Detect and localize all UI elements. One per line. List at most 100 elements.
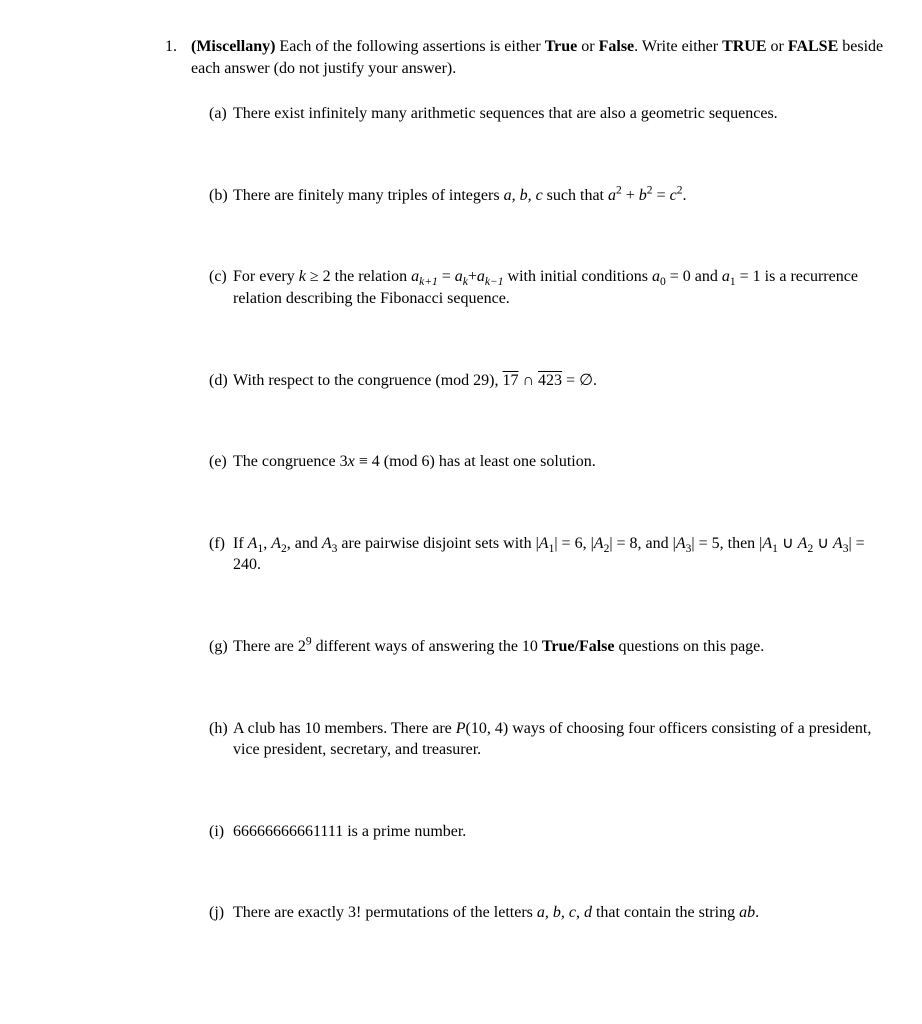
f-t1: If	[233, 535, 248, 552]
intro-text-2: or	[577, 38, 598, 55]
item-c: (c) For every k ≥ 2 the relation ak+1 = …	[209, 266, 892, 309]
item-e-label: (e)	[209, 451, 233, 473]
f-cup2: ∪	[813, 535, 833, 552]
b-c: c	[670, 187, 677, 204]
f-and1: , and	[287, 535, 322, 552]
b-m1: a, b, c	[504, 187, 543, 204]
d-t1: With respect to the congruence (mod 29),	[233, 372, 502, 389]
false-label: False	[599, 38, 635, 55]
b-period: .	[682, 187, 686, 204]
e-3: 3	[340, 453, 348, 470]
item-a-content: There exist infinitely many arithmetic s…	[233, 103, 892, 125]
f-A6: A	[676, 535, 686, 552]
f-A1: A	[248, 535, 258, 552]
c-a1b: a	[722, 268, 730, 285]
true-label: True	[545, 38, 578, 55]
intro-text-1: Each of the following assertions is eith…	[275, 38, 544, 55]
c-eq0: = 0 and	[666, 268, 722, 285]
item-a-label: (a)	[209, 103, 233, 125]
true-upper: TRUE	[722, 38, 766, 55]
item-h: (h) A club has 10 members. There are P(1…	[209, 718, 892, 761]
j-period: .	[755, 904, 759, 921]
false-upper: FALSE	[788, 38, 838, 55]
h-t1: A club has 10 members. There are	[233, 720, 456, 737]
item-b-label: (b)	[209, 185, 233, 207]
item-f: (f) If A1, A2, and A3 are pairwise disjo…	[209, 533, 892, 576]
item-f-label: (f)	[209, 533, 233, 576]
c-k1: k+1	[419, 277, 438, 289]
e-t1: The congruence	[233, 453, 340, 470]
d-n1: 17	[502, 372, 518, 389]
f-A9: A	[833, 535, 843, 552]
item-j-label: (j)	[209, 902, 233, 924]
intro-text-4: or	[767, 38, 788, 55]
item-g: (g) There are 29 different ways of answe…	[209, 636, 892, 658]
item-b-content: There are finitely many triples of integ…	[233, 185, 892, 207]
c-a1: a	[411, 268, 419, 285]
g-t3: questions on this page.	[615, 638, 765, 655]
question-title: (Miscellany)	[191, 38, 275, 55]
item-h-label: (h)	[209, 718, 233, 761]
e-x: x	[348, 453, 355, 470]
f-cup1: ∪	[778, 535, 798, 552]
b-t1: There are finitely many triples of integ…	[233, 187, 504, 204]
f-A8: A	[798, 535, 808, 552]
j-letters: a, b, c, d	[537, 904, 592, 921]
f-A5: A	[594, 535, 604, 552]
h-P: P	[456, 720, 466, 737]
b-t2: such that	[543, 187, 608, 204]
item-d-content: With respect to the congruence (mod 29),…	[233, 370, 892, 392]
j-t1: There are exactly 3! permutations of the…	[233, 904, 537, 921]
b-b: b	[639, 187, 647, 204]
c-eq1: = 1	[736, 268, 761, 285]
c-a3: a	[477, 268, 485, 285]
f-A2: A	[271, 535, 281, 552]
item-j-content: There are exactly 3! permutations of the…	[233, 902, 892, 924]
item-e: (e) The congruence 3x ≡ 4 (mod 6) has at…	[209, 451, 892, 473]
j-ab: ab	[739, 904, 755, 921]
d-n2: 423	[538, 372, 562, 389]
d-eq: = ∅	[562, 372, 593, 389]
item-c-content: For every k ≥ 2 the relation ak+1 = ak+a…	[233, 266, 892, 309]
item-a: (a) There exist infinitely many arithmet…	[209, 103, 892, 125]
e-equiv: ≡ 4 (mod 6) has at least one solution.	[355, 453, 596, 470]
item-d: (d) With respect to the congruence (mod …	[209, 370, 892, 392]
c-t1: For every	[233, 268, 299, 285]
g-t2: different ways of answering the 10	[312, 638, 542, 655]
h-args: (10, 4)	[466, 720, 509, 737]
item-g-content: There are 29 different ways of answering…	[233, 636, 892, 658]
question-number: 1.	[165, 36, 191, 924]
f-b1: | = 6, |	[554, 535, 593, 552]
item-i: (i) 66666666661111 is a prime number.	[209, 821, 892, 843]
item-d-label: (d)	[209, 370, 233, 392]
b-a: a	[608, 187, 616, 204]
j-t2: that contain the string	[592, 904, 739, 921]
item-b: (b) There are finitely many triples of i…	[209, 185, 892, 207]
f-b2: | = 8, and |	[609, 535, 676, 552]
c-plus: +	[468, 268, 477, 285]
question-block: 1. (Miscellany) Each of the following as…	[165, 36, 892, 924]
b-plus: +	[622, 187, 639, 204]
item-i-label: (i)	[209, 821, 233, 843]
c-k: k	[299, 268, 306, 285]
g-t1: There are 2	[233, 638, 306, 655]
item-g-label: (g)	[209, 636, 233, 658]
f-t2: are pairwise disjoint sets with |	[337, 535, 538, 552]
c-a2: a	[455, 268, 463, 285]
item-c-label: (c)	[209, 266, 233, 309]
question-body: (Miscellany) Each of the following asser…	[191, 36, 892, 924]
item-e-content: The congruence 3x ≡ 4 (mod 6) has at lea…	[233, 451, 892, 473]
f-c1: ,	[263, 535, 271, 552]
f-A3: A	[322, 535, 332, 552]
c-eq: =	[438, 268, 455, 285]
c-geq: ≥ 2 the relation	[306, 268, 411, 285]
sub-list: (a) There exist infinitely many arithmet…	[209, 103, 892, 924]
b-eq: =	[653, 187, 670, 204]
d-period: .	[593, 372, 597, 389]
c-a0: a	[652, 268, 660, 285]
item-f-content: If A1, A2, and A3 are pairwise disjoint …	[233, 533, 892, 576]
f-b3: | = 5, then |	[691, 535, 762, 552]
item-h-content: A club has 10 members. There are P(10, 4…	[233, 718, 892, 761]
item-j: (j) There are exactly 3! permutations of…	[209, 902, 892, 924]
intro-text-3: . Write either	[634, 38, 722, 55]
